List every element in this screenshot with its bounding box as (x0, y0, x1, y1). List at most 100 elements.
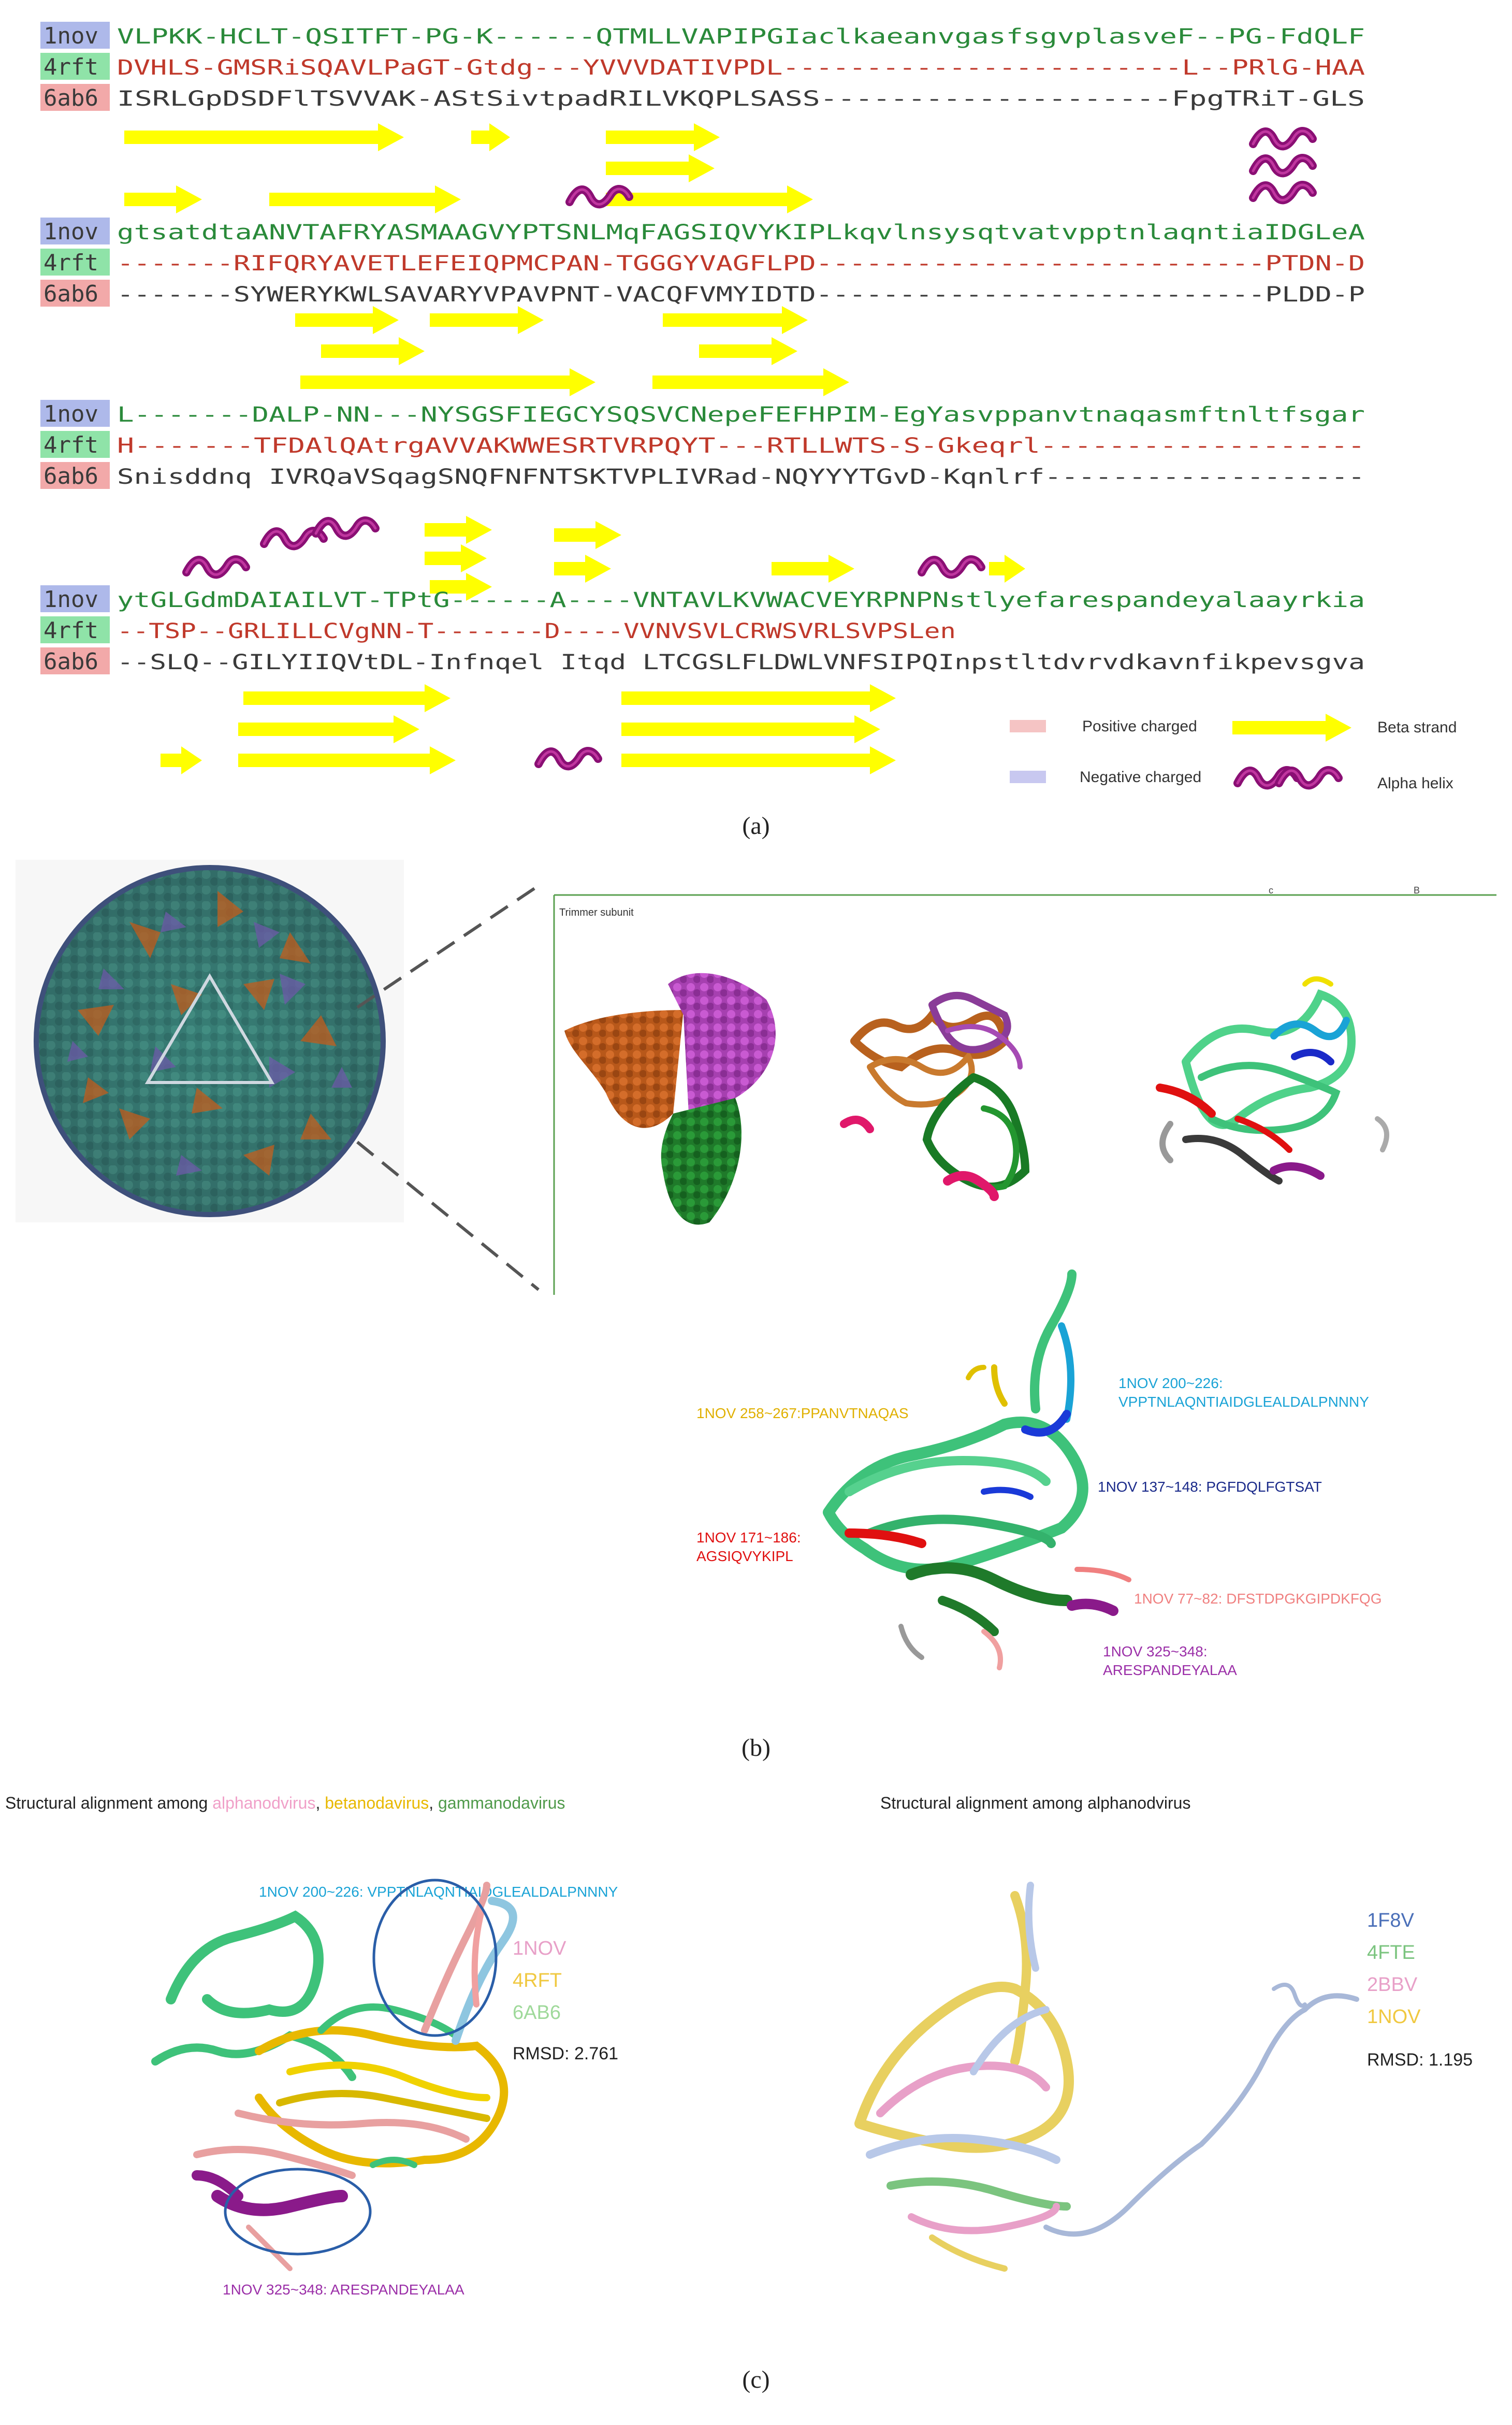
beta-strand (124, 123, 404, 151)
panel-label-c: (c) (742, 2366, 769, 2393)
annotation-325-348-seq: ARESPANDEYALAA (1103, 1662, 1237, 1678)
monomer-cartoon-large (823, 1269, 1131, 1670)
alpha-helix (922, 559, 981, 574)
beta-strand (699, 337, 797, 365)
label-bg-1nov (40, 400, 110, 427)
beta-strand (238, 746, 456, 774)
label-bg-6ab6 (40, 462, 110, 489)
beta-strand (652, 368, 849, 396)
left-rmsd: RMSD: 2.761 (513, 2044, 618, 2063)
annotation-137-148: 1NOV 137~148: PGFDQLFGTSAT (1098, 1479, 1322, 1495)
alpha-helix (1253, 185, 1313, 200)
beta-strand (430, 573, 492, 601)
annotation-200-226-seq: VPPTNLAQNTIAIDGLEALDALPNNNY (1118, 1394, 1369, 1410)
beta-strand (161, 746, 202, 774)
monomer-cartoon-small (1156, 976, 1389, 1185)
sequence-4rft: --TSP--GRLILLCVgNN-T-------D----VVNVSVLC… (117, 619, 956, 643)
beta-strand (425, 516, 492, 544)
seq-label: 4rft (43, 250, 98, 276)
beta-strand (621, 684, 896, 712)
beta-strand (606, 185, 813, 213)
positive-swatch (1010, 720, 1046, 732)
beta-strand (554, 521, 621, 549)
sequence-1nov: gtsatdtaANVTAFRYASMAAGVYPTSNLMqFAGSIQVYK… (117, 221, 1365, 244)
highlight-ellipse-bottom (224, 2168, 372, 2256)
sequence-4rft: -------RIFQRYAVETLEFEIQPMCPAN-TGGGYVAGFL… (117, 252, 1365, 276)
panel-c: Structural alignment among alphanodvirus… (5, 1794, 1473, 2393)
sequence-6ab6: Snisddnq IVRQaVSqagSNQFNFNTSKTVPLIVRad-N… (117, 465, 1365, 489)
right-title: Structural alignment among alphanodvirus (880, 1794, 1190, 1812)
legend-a: Positive charged Negative charged Beta s… (1010, 714, 1457, 792)
sequence-1nov: L-------DALP-NN---NYSGSFIEGCYSQSVCNepeFE… (117, 403, 1365, 427)
trimer-cartoon (840, 992, 1030, 1201)
beta-strand (430, 306, 544, 334)
right-legend-2bbv: 2BBV (1367, 1974, 1418, 1996)
right-legend-1f8v: 1F8V (1367, 1910, 1414, 1931)
panel-a: 1nov 4rft 6ab6 VLPKK-HCLT-QSITFT-PG-K---… (40, 22, 1457, 840)
annotation-258-267: 1NOV 258~267:PPANVTNAQAS (696, 1405, 909, 1421)
left-bottom-annotation: 1NOV 325~348: ARESPANDEYALAA (223, 2282, 464, 2298)
inset-corner-b: B (1414, 885, 1420, 896)
left-legend-1nov: 1NOV (513, 1938, 566, 1959)
highlight-ellipse-top (372, 1879, 498, 2037)
right-rmsd: RMSD: 1.195 (1367, 2050, 1473, 2070)
annotation-200-226: 1NOV 200~226: (1118, 1375, 1223, 1391)
legend-positive: Positive charged (1082, 718, 1197, 735)
label-bg-6ab6 (40, 280, 110, 307)
seq-label: 1nov (43, 23, 98, 49)
alpha-swatch (1279, 770, 1339, 785)
sequence-6ab6: ISRLGpDSDFlTSVVAK-AStSivtpadRILVKQPLSASS… (117, 87, 1365, 111)
seq-label: 6ab6 (43, 648, 98, 675)
beta-strand (621, 715, 880, 743)
seq-label: 1nov (43, 586, 98, 613)
sequence-6ab6: --SLQ--GILYIIQVtDL-Infnqel Itqd LTCGSLFL… (117, 651, 1365, 674)
left-superposition (151, 1882, 517, 2271)
ss-row-1 (124, 123, 1313, 213)
annotation-325-348: 1NOV 325~348: (1103, 1643, 1208, 1659)
block-4: 1nov 4rft 6ab6 ytGLGdmDAIAILVT-TPtG-----… (40, 585, 1365, 675)
panel-b: Trimmer subunit c B (16, 860, 1496, 1762)
beta-swatch (1232, 714, 1351, 742)
label-bg-4rft (40, 249, 110, 276)
inset-title: Trimmer subunit (559, 907, 634, 918)
beta-strand (321, 337, 425, 365)
beta-strand (606, 154, 715, 182)
sequence-4rft: DVHLS-GMSRiSQAVLPaGT-Gtdg---YVVVDATIVPDL… (117, 56, 1365, 80)
annotation-77-82: 1NOV 77~82: DFSTDPGKGIPDKFQG (1134, 1591, 1382, 1607)
beta-strand (606, 123, 720, 151)
left-legend-6ab6: 6AB6 (513, 2002, 561, 2024)
inset-corner-c: c (1269, 885, 1273, 896)
label-bg-1nov (40, 22, 110, 49)
beta-strand (295, 306, 399, 334)
beta-strand (300, 368, 595, 396)
seq-label: 6ab6 (43, 463, 98, 489)
monomer-annotations: 1NOV 200~226: VPPTNLAQNTIAIDGLEALDALPNNN… (696, 1375, 1382, 1678)
trimer-spacefill (564, 973, 776, 1225)
zoom-line-top (356, 884, 540, 1009)
beta-strand (269, 185, 461, 213)
negative-swatch (1010, 771, 1046, 783)
seq-label: 4rft (43, 54, 98, 80)
beta-strand (425, 544, 487, 572)
label-bg-1nov (40, 585, 110, 612)
annotation-171-186: 1NOV 171~186: (696, 1529, 801, 1546)
label-bg-4rft (40, 53, 110, 80)
seq-label: 6ab6 (43, 281, 98, 307)
beta-strand (238, 715, 419, 743)
label-bg-1nov (40, 218, 110, 244)
label-bg-6ab6 (40, 647, 110, 674)
panel-label-a: (a) (742, 812, 769, 840)
sequence-6ab6: -------SYWERYKWLSAVARYVPAVPNT-VACQFVMYID… (117, 283, 1365, 307)
alpha-helix (1253, 131, 1313, 146)
legend-negative: Negative charged (1080, 769, 1201, 786)
capsid-subunits (67, 891, 352, 1176)
left-title: Structural alignment among alphanodvirus… (5, 1794, 565, 1812)
left-legend-4rft: 4RFT (513, 1970, 562, 1991)
seq-label: 4rft (43, 432, 98, 458)
label-bg-4rft (40, 616, 110, 643)
seq-label: 6ab6 (43, 85, 98, 111)
sequence-4rft: H-------TFDAlQAtrgAVVAKWWESRTVRPQYT---RT… (117, 434, 1365, 458)
alpha-helix (539, 751, 598, 766)
beta-strand (989, 555, 1025, 583)
